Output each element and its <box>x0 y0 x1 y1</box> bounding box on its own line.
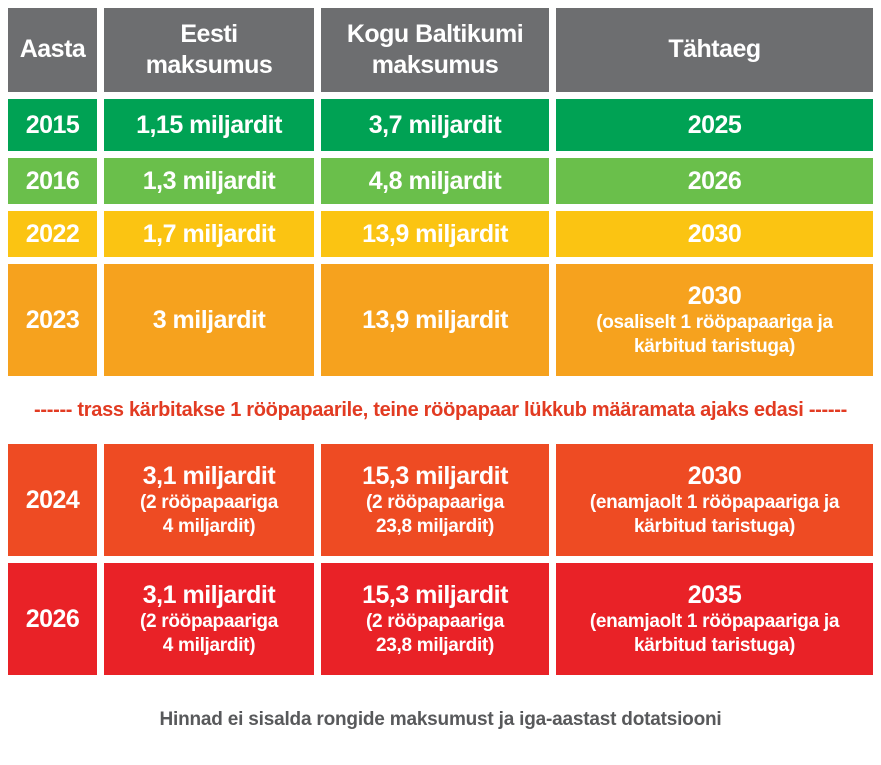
year-value: 2015 <box>25 111 80 139</box>
deadline-value: 2030 <box>687 462 742 491</box>
column-header-label: Aasta <box>19 35 86 64</box>
baltic-cost-cell: 4,8 miljardit <box>321 158 549 204</box>
deadline-cell: 2035 (enamjaolt 1 rööpapaariga ja kärbit… <box>556 563 873 675</box>
deadline-note: (osaliselt 1 rööpapaariga ja kärbitud ta… <box>596 312 833 357</box>
deadline-note: (enamjaolt 1 rööpapaariga ja kärbitud ta… <box>589 492 840 537</box>
year-cell: 2023 <box>8 264 97 376</box>
cost-note: (2 rööpapaariga 4 miljardit) <box>139 492 279 537</box>
cost-value: 3,1 miljardit <box>142 462 276 491</box>
cost-note: (2 rööpapaariga 23,8 miljardit) <box>365 492 505 537</box>
year-value: 2016 <box>25 167 80 195</box>
deadline-value: 2030 <box>687 220 742 248</box>
deadline-cell: 2026 <box>556 158 873 204</box>
year-cell: 2024 <box>8 444 97 556</box>
cost-value: 3 miljardit <box>152 306 266 334</box>
eesti-cost-cell: 1,15 miljardit <box>104 99 314 151</box>
eesti-cost-cell: 3,1 miljardit (2 rööpapaariga 4 miljardi… <box>104 563 314 675</box>
baltic-cost-cell: 13,9 miljardit <box>321 211 549 257</box>
deadline-value: 2030 <box>687 282 742 311</box>
footnote: Hinnad ei sisalda rongide maksumust ja i… <box>159 709 722 730</box>
deadline-value: 2026 <box>687 167 742 195</box>
eesti-cost-cell: 1,7 miljardit <box>104 211 314 257</box>
column-header-kogu-baltikumi-maksumus: Kogu Baltikumi maksumus <box>321 8 549 92</box>
baltic-cost-cell: 15,3 miljardit (2 rööpapaariga 23,8 milj… <box>321 444 549 556</box>
year-cell: 2015 <box>8 99 97 151</box>
year-value: 2024 <box>25 486 80 514</box>
deadline-cell: 2025 <box>556 99 873 151</box>
eesti-cost-cell: 1,3 miljardit <box>104 158 314 204</box>
column-header-label: Tähtaeg <box>668 35 761 64</box>
cost-value: 3,7 miljardit <box>368 111 502 139</box>
deadline-value: 2025 <box>687 111 742 139</box>
year-value: 2022 <box>25 220 80 248</box>
year-cell: 2022 <box>8 211 97 257</box>
cost-value: 15,3 miljardit <box>362 462 508 491</box>
cost-value: 15,3 miljardit <box>362 581 508 610</box>
cost-note: (2 rööpapaariga 23,8 miljardit) <box>365 611 505 656</box>
cost-value: 4,8 miljardit <box>368 167 502 195</box>
year-value: 2023 <box>25 306 80 334</box>
baltic-cost-cell: 13,9 miljardit <box>321 264 549 376</box>
column-header-label: Eesti maksumus <box>145 19 273 79</box>
eesti-cost-cell: 3,1 miljardit (2 rööpapaariga 4 miljardi… <box>104 444 314 556</box>
column-header-aasta: Aasta <box>8 8 97 92</box>
deadline-value: 2035 <box>687 581 742 610</box>
cost-table: Aasta Eesti maksumus Kogu Baltikumi maks… <box>8 8 873 675</box>
cost-value: 3,1 miljardit <box>142 581 276 610</box>
baltic-cost-cell: 15,3 miljardit (2 rööpapaariga 23,8 milj… <box>321 563 549 675</box>
column-header-tahtaeg: Tähtaeg <box>556 8 873 92</box>
deadline-note: (enamjaolt 1 rööpapaariga ja kärbitud ta… <box>589 611 840 656</box>
year-cell: 2026 <box>8 563 97 675</box>
divider-note: ------ trass kärbitakse 1 rööpapaarile, … <box>34 398 847 421</box>
column-header-label: Kogu Baltikumi maksumus <box>346 19 524 79</box>
eesti-cost-cell: 3 miljardit <box>104 264 314 376</box>
deadline-cell: 2030 <box>556 211 873 257</box>
cost-table-infographic: Aasta Eesti maksumus Kogu Baltikumi maks… <box>8 8 873 730</box>
baltic-cost-cell: 3,7 miljardit <box>321 99 549 151</box>
column-header-eesti-maksumus: Eesti maksumus <box>104 8 314 92</box>
year-value: 2026 <box>25 605 80 633</box>
cost-value: 13,9 miljardit <box>362 306 508 334</box>
cost-value: 13,9 miljardit <box>362 220 508 248</box>
cost-note: (2 rööpapaariga 4 miljardit) <box>139 611 279 656</box>
cost-value: 1,15 miljardit <box>136 111 282 139</box>
deadline-cell: 2030 (enamjaolt 1 rööpapaariga ja kärbit… <box>556 444 873 556</box>
deadline-cell: 2030 (osaliselt 1 rööpapaariga ja kärbit… <box>556 264 873 376</box>
cost-value: 1,7 miljardit <box>142 220 276 248</box>
cost-value: 1,3 miljardit <box>142 167 276 195</box>
year-cell: 2016 <box>8 158 97 204</box>
